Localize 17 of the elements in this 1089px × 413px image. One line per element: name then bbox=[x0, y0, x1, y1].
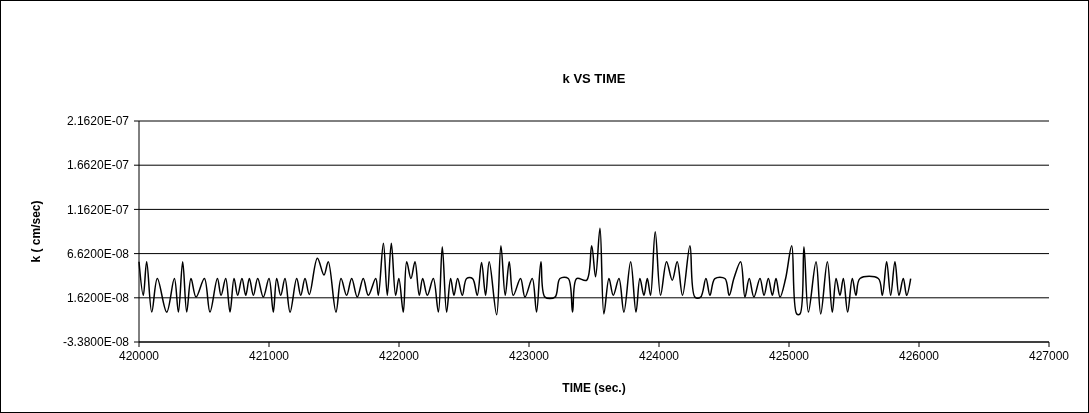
x-tick-label: 422000 bbox=[378, 349, 420, 363]
x-tick-label: 424000 bbox=[638, 349, 680, 363]
x-tick-label: 423000 bbox=[508, 349, 550, 363]
y-tick-label: 2.1620E-07 bbox=[66, 114, 130, 129]
x-tick-label: 426000 bbox=[898, 349, 940, 363]
x-tick-label: 425000 bbox=[768, 349, 810, 363]
y-tick-label: 1.6200E-08 bbox=[66, 291, 130, 305]
y-tick-label: 6.6200E-08 bbox=[66, 246, 130, 261]
y-tick-label: 1.1620E-07 bbox=[66, 202, 130, 217]
x-tick-label: 427000 bbox=[1028, 349, 1070, 363]
y-axis-title: k ( cm/sec) bbox=[29, 200, 43, 263]
y-tick-label: 1.6620E-07 bbox=[66, 158, 130, 173]
chart-title: k VS TIME bbox=[562, 71, 626, 86]
y-tick-label: -3.3800E-08 bbox=[62, 335, 130, 350]
x-tick-label: 420000 bbox=[118, 349, 160, 363]
x-tick-label: 421000 bbox=[248, 349, 290, 363]
x-axis-title: TIME (sec.) bbox=[562, 381, 626, 395]
